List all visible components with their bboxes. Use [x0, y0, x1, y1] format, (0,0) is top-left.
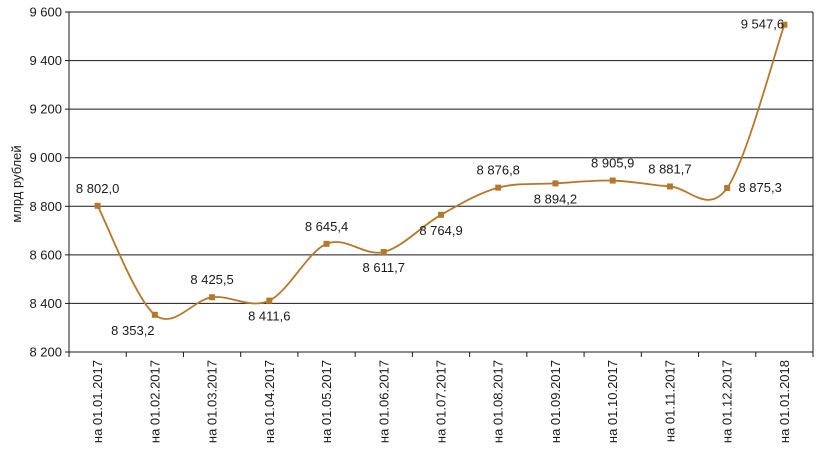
y-tick-label: 9 600 [29, 5, 62, 20]
data-point [94, 202, 101, 209]
y-tick-label: 8 400 [29, 296, 62, 311]
data-labels: 8 802,0 8 353,2 8 425,5 8 411,6 8 645,4 8 611… [76, 17, 784, 338]
y-tick-label: 8 200 [29, 345, 62, 360]
data-label: 8 353,2 [111, 323, 154, 338]
data-label: 8 905,9 [591, 156, 634, 171]
data-point [495, 184, 502, 191]
data-label: 8 611,7 [363, 260, 405, 275]
data-label: 8 764,9 [419, 223, 462, 238]
data-label: 8 881,7 [648, 161, 691, 176]
y-tick-label: 9 000 [29, 150, 62, 165]
data-point [666, 183, 673, 190]
x-tick-label: на 01.05.2017 [319, 360, 334, 443]
x-tick-label: на 01.12.2017 [720, 360, 735, 443]
x-tick-label: на 01.09.2017 [548, 360, 563, 443]
x-tick-label: на 01.06.2017 [376, 360, 391, 443]
x-tick-labels: на 01.01.2017 на 01.02.2017 на 01.03.2017 н… [90, 360, 792, 443]
x-tick-label: на 01.04.2017 [262, 360, 277, 443]
y-tick-label: 8 600 [29, 247, 62, 262]
y-axis-label: млрд рублей [9, 145, 24, 222]
data-label: 8 411,6 [248, 309, 290, 324]
data-point [438, 211, 444, 218]
data-label: 8 894,2 [534, 191, 577, 206]
y-tick-label: 9 200 [29, 102, 62, 117]
data-label: 9 547,6 [741, 17, 784, 32]
data-label: 8 645,4 [305, 219, 348, 234]
x-tick-label: на 01.01.2018 [777, 360, 792, 443]
data-point [609, 177, 616, 184]
x-tick-label: на 01.08.2017 [491, 360, 506, 443]
data-label: 8 876,8 [477, 163, 520, 178]
data-markers [94, 21, 788, 318]
data-label: 8 425,5 [190, 272, 233, 287]
data-label: 8 802,0 [76, 181, 119, 196]
data-point [323, 240, 330, 247]
x-tick-label: на 01.07.2017 [434, 360, 449, 443]
data-point [380, 249, 387, 256]
axes [65, 11, 814, 357]
x-tick-label: на 01.01.2017 [90, 360, 105, 443]
data-point [266, 297, 273, 304]
x-tick-label: на 01.02.2017 [147, 360, 162, 443]
x-tick-label: на 01.03.2017 [205, 360, 220, 443]
x-tick-label: на 01.10.2017 [605, 360, 620, 443]
data-label: 8 875,3 [738, 180, 781, 195]
data-point [781, 21, 788, 28]
data-point [552, 180, 559, 187]
data-point [151, 311, 158, 318]
y-tick-label: 8 800 [29, 199, 62, 214]
y-tick-label: 9 400 [29, 53, 62, 68]
x-tick-label: на 01.11.2017 [662, 360, 677, 442]
grid [69, 11, 813, 353]
data-point [209, 294, 216, 301]
data-point [724, 184, 731, 191]
y-tick-labels: 8 200 8 400 8 600 8 800 9 000 9 200 9 400 9 600 [29, 5, 62, 360]
